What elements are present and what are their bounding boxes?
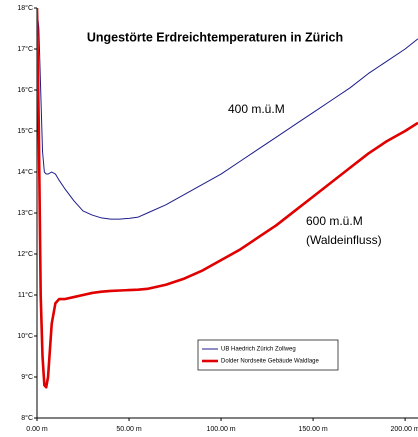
y-tick-label: 14°C [17, 168, 33, 176]
line-series [37, 8, 418, 220]
legend-label: UB Haedrich Zürich Zollweg [221, 347, 296, 353]
y-tick-label: 10°C [17, 332, 33, 340]
y-tick-label: 12°C [17, 250, 33, 258]
annotation: (Waldeinfluss) [306, 233, 382, 247]
y-tick-label: 9°C [21, 373, 33, 381]
plot-area [37, 8, 418, 389]
annotation: 400 m.ü.M [228, 102, 285, 116]
chart-title: Ungestörte Erdreichtemperaturen in Züric… [87, 30, 343, 44]
x-tick-label: 50.00 m [116, 426, 141, 433]
x-tick-label: 100.00 m [206, 426, 235, 433]
y-tick-label: 16°C [17, 86, 33, 94]
y-tick-label: 11°C [18, 291, 33, 299]
y-tick-label: 13°C [17, 209, 33, 217]
legend-label: Dolder Nordseite Gebäude Waldlage [221, 359, 319, 365]
y-tick-label: 18°C [17, 4, 33, 12]
y-tick-label: 15°C [17, 127, 33, 135]
y-tick-label: 8°C [21, 414, 33, 422]
annotation: 600 m.ü.M [306, 214, 363, 228]
legend-box [197, 339, 339, 371]
x-tick-label: 200.00 m [391, 426, 418, 433]
line-series [37, 8, 418, 389]
x-tick-label: 150.00 m [298, 426, 327, 433]
y-tick-label: 17°C [17, 45, 33, 53]
x-tick-label: 0.00 m [26, 426, 48, 433]
